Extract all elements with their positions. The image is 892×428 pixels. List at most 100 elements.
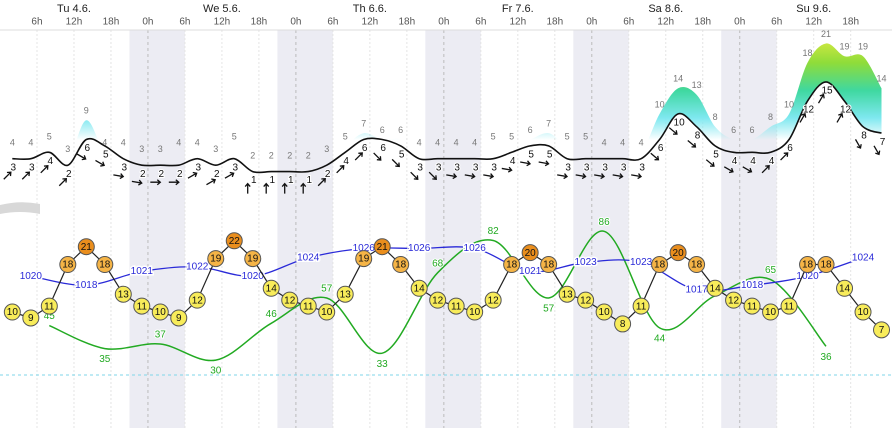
wind-label: 6	[787, 143, 793, 154]
temperature-label: 18	[99, 260, 111, 271]
gust-label: 4	[454, 138, 459, 148]
wind-label: 7	[880, 137, 886, 148]
wind-arrow	[799, 112, 807, 123]
wind-arrow	[446, 173, 458, 180]
wind-label: 4	[48, 156, 54, 167]
temperature-label: 18	[506, 260, 518, 271]
gust-label: 3	[65, 144, 70, 154]
pressure-label: 1026	[464, 243, 487, 254]
temperature-label: 10	[765, 307, 777, 318]
hour-label: 18h	[546, 17, 563, 28]
temperature-label: 10	[857, 307, 869, 318]
temperature-marker	[114, 285, 132, 303]
wind-arrow	[854, 139, 862, 149]
wind-arrow	[150, 179, 162, 186]
pressure-label: 1026	[408, 243, 431, 254]
gust-label: 4	[602, 138, 607, 148]
temperature-marker	[466, 303, 484, 321]
wind-arrow	[76, 153, 87, 161]
temperature-label: 18	[820, 260, 832, 271]
temperature-label: 18	[802, 260, 814, 271]
wind-arrow	[538, 160, 550, 167]
temperature-label: 10	[7, 307, 19, 318]
hour-label: 0h	[586, 17, 597, 28]
wind-arrow	[631, 173, 643, 180]
wind-label: 8	[861, 130, 867, 141]
wind-arrow	[817, 93, 825, 104]
gust-label: 4	[121, 138, 126, 148]
temperature-label: 18	[62, 260, 74, 271]
hour-label: 18h	[251, 17, 268, 28]
temperature-label: 18	[395, 260, 407, 271]
wind-label: 5	[547, 150, 553, 161]
wind-arrow	[187, 171, 198, 179]
gust-label: 8	[713, 112, 718, 122]
pressure-label: 1021	[519, 266, 542, 277]
wind-line	[12, 81, 882, 174]
wind-label: 10	[674, 118, 686, 129]
wind-arrow	[520, 160, 532, 167]
temperature-marker	[799, 256, 817, 274]
gust-label: 4	[28, 138, 33, 148]
temperature-label: 13	[340, 289, 352, 300]
hour-label: 6h	[327, 17, 338, 28]
temperature-marker	[318, 303, 336, 321]
pressure-label: 1018	[75, 280, 98, 291]
gust-label: 10	[655, 99, 665, 109]
wind-label: 4	[510, 156, 516, 167]
wind-label: 3	[491, 162, 497, 173]
temperature-marker	[669, 244, 687, 262]
temperature-marker	[503, 256, 521, 274]
wind-label: 6	[85, 143, 91, 154]
wind-label: 3	[232, 162, 238, 173]
gust-label: 5	[583, 131, 588, 141]
wind-label: 1	[251, 175, 257, 186]
temperature-marker	[355, 250, 373, 268]
wind-label: 3	[11, 162, 17, 173]
temperature-marker	[521, 244, 539, 262]
humidity-label: 44	[654, 333, 666, 344]
day-label: Su 9.6.	[796, 3, 831, 15]
temperature-marker	[207, 250, 225, 268]
pressure-label: 1020	[242, 271, 265, 282]
wind-label: 3	[473, 162, 479, 173]
hour-label: 0h	[290, 17, 301, 28]
temperature-marker	[632, 297, 650, 315]
wind-arrow	[483, 173, 495, 180]
wind-arrow	[336, 165, 345, 174]
temperature-label: 12	[432, 295, 444, 306]
hour-label: 0h	[734, 17, 745, 28]
wind-arrow	[244, 182, 251, 194]
temperature-marker	[59, 256, 77, 274]
wind-arrow	[705, 159, 715, 167]
wind-arrow	[464, 173, 476, 180]
temperature-label: 10	[155, 307, 167, 318]
temperature-marker	[706, 279, 724, 297]
wind-label: 6	[380, 143, 386, 154]
gust-label: 5	[343, 131, 348, 141]
temperature-marker	[244, 250, 262, 268]
wind-label: 5	[528, 150, 534, 161]
humidity-label: 46	[266, 309, 278, 320]
pressure-label: 1024	[297, 252, 320, 263]
temperature-marker	[22, 309, 40, 327]
wind-arrow	[687, 139, 697, 148]
temperature-marker	[77, 238, 95, 256]
wind-arrow	[612, 173, 624, 180]
gust-label: 5	[491, 131, 496, 141]
wind-label: 3	[436, 162, 442, 173]
wind-arrow	[317, 177, 326, 187]
gust-label: 6	[528, 125, 533, 135]
hour-label: 18h	[399, 17, 416, 28]
temperature-label: 12	[192, 295, 204, 306]
temperature-marker	[392, 256, 410, 274]
wind-label: 2	[66, 169, 72, 180]
temperature-label: 18	[691, 260, 703, 271]
wind-label: 4	[769, 156, 775, 167]
night-band	[721, 30, 777, 428]
gust-label: 2	[250, 151, 255, 161]
night-band	[129, 30, 185, 428]
wind-arrow	[780, 152, 789, 161]
temperature-label: 11	[303, 301, 314, 312]
temperature-label: 10	[599, 307, 611, 318]
